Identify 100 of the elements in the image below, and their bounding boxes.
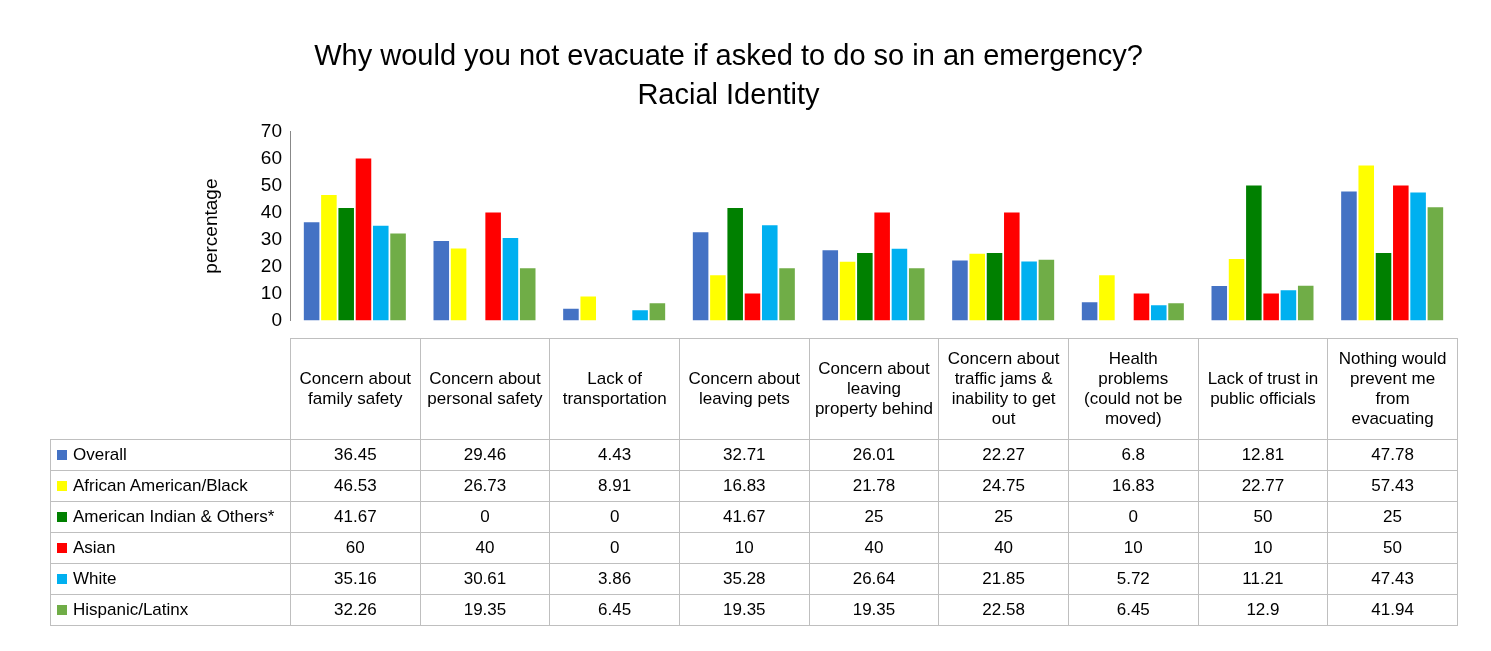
y-tick-label: 70: [260, 119, 282, 141]
data-label: 19.35: [679, 594, 810, 626]
data-label: 32.71: [679, 439, 810, 471]
y-tick-label: 30: [260, 227, 282, 249]
data-label: 22.58: [938, 594, 1069, 626]
data-label: 21.85: [938, 563, 1069, 595]
bar: [1228, 259, 1245, 321]
y-tick-label: 50: [260, 173, 282, 195]
data-label: 8.91: [549, 470, 680, 502]
data-label: 32.26: [290, 594, 421, 626]
data-label: 25: [1327, 501, 1458, 533]
data-label: 10: [1068, 532, 1199, 564]
bar: [1246, 185, 1262, 321]
bar: [1263, 293, 1279, 321]
data-label: 50: [1198, 501, 1328, 533]
bar: [632, 310, 648, 321]
bar: [1211, 286, 1228, 321]
data-label: 22.27: [938, 439, 1069, 471]
bar: [839, 261, 856, 321]
bar: [986, 253, 1003, 321]
data-label: 12.81: [1198, 439, 1328, 471]
bar: [1081, 302, 1098, 321]
y-tick-label: 10: [260, 281, 282, 303]
bar: [450, 248, 467, 321]
bar: [761, 225, 778, 321]
data-label: 21.78: [809, 470, 939, 502]
data-label: 41.67: [290, 501, 421, 533]
data-label: 19.35: [420, 594, 550, 626]
y-tick-label: 20: [260, 254, 282, 276]
data-label: 25: [938, 501, 1069, 533]
bar: [372, 225, 389, 321]
x-tick-label: Nothing would prevent me from evacuating: [1327, 338, 1458, 440]
x-tick-label: Concern about traffic jams & inability to get out: [938, 338, 1069, 440]
data-label: 6.8: [1068, 439, 1199, 471]
bar: [874, 212, 890, 321]
bar: [649, 303, 666, 321]
bar: [891, 248, 908, 321]
data-label: 57.43: [1327, 470, 1458, 502]
bar: [822, 250, 839, 321]
data-label: 46.53: [290, 470, 421, 502]
data-label: 10: [1198, 532, 1328, 564]
bar: [355, 158, 372, 321]
bar: [692, 232, 709, 321]
legend-label: White: [50, 563, 291, 595]
bar: [1358, 165, 1375, 321]
data-label: 50: [1327, 532, 1458, 564]
x-tick-label: Concern about personal safety: [420, 338, 550, 440]
bar: [710, 275, 726, 321]
data-label: 30.61: [420, 563, 550, 595]
data-label: 10: [679, 532, 810, 564]
x-tick-label: Health problems (could not be moved): [1068, 338, 1199, 440]
bar: [563, 308, 579, 321]
bar: [744, 293, 761, 321]
bar: [1021, 261, 1037, 321]
data-label: 26.73: [420, 470, 550, 502]
data-label: 40: [809, 532, 939, 564]
bar: [1410, 192, 1426, 321]
bar: [1375, 253, 1392, 321]
data-label: 6.45: [1068, 594, 1199, 626]
data-label: 29.46: [420, 439, 550, 471]
y-tick-label: 0: [271, 308, 282, 330]
data-label: 41.94: [1327, 594, 1458, 626]
bar: [1393, 185, 1409, 321]
data-label: 12.9: [1198, 594, 1328, 626]
bar: [857, 253, 873, 321]
bar: [1341, 191, 1357, 321]
data-label: 26.01: [809, 439, 939, 471]
legend-label: American Indian & Others*: [50, 501, 291, 533]
legend-label: Asian: [50, 532, 291, 564]
bar: [502, 237, 519, 321]
x-tick-label: Concern about family safety: [290, 338, 421, 440]
bar: [338, 208, 354, 321]
data-label: 40: [938, 532, 1069, 564]
chart-subtitle: Racial Identity: [637, 78, 821, 111]
bar: [303, 222, 320, 321]
bar: [969, 253, 986, 321]
legend-label: Hispanic/Latinx: [50, 594, 291, 626]
data-label: 47.43: [1327, 563, 1458, 595]
bar: [908, 268, 925, 321]
y-axis-title: percentage: [199, 178, 221, 274]
data-label: 19.35: [809, 594, 939, 626]
data-label: 36.45: [290, 439, 421, 471]
bar: [952, 260, 968, 321]
data-label: 25: [809, 501, 939, 533]
data-label: 4.43: [549, 439, 680, 471]
data-label: 35.28: [679, 563, 810, 595]
data-label: 16.83: [679, 470, 810, 502]
bar: [580, 296, 597, 321]
data-label: 22.77: [1198, 470, 1328, 502]
data-label: 0: [1068, 501, 1199, 533]
x-tick-label: Concern about leaving property behind: [809, 338, 939, 440]
bar: [321, 194, 337, 321]
bar: [1150, 305, 1167, 321]
y-tick-label: 60: [260, 146, 282, 168]
bar: [1004, 212, 1020, 321]
legend-label: Overall: [50, 439, 291, 471]
data-label: 26.64: [809, 563, 939, 595]
chart-title: Why would you not evacuate if asked to do so in an emergency?: [314, 39, 1143, 72]
x-tick-label: Concern about leaving pets: [679, 338, 810, 440]
bar: [519, 268, 536, 321]
